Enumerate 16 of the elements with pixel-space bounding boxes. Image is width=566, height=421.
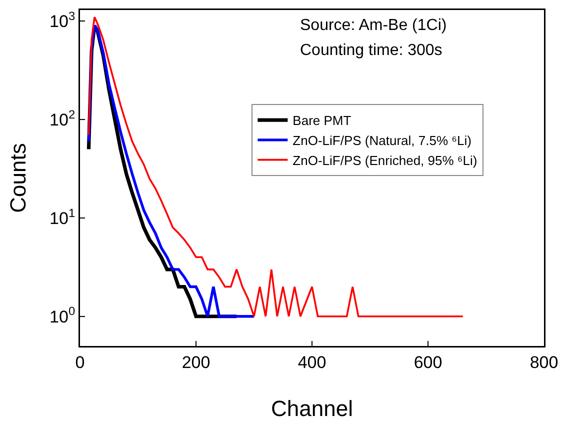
x-tick-label: 0 <box>75 352 85 372</box>
x-tick-label: 400 <box>298 352 326 372</box>
y-axis-title: Counts <box>6 143 30 213</box>
annotation: Counting time: 300s <box>300 42 442 59</box>
annotation: Source: Am-Be (1Ci) <box>300 17 447 34</box>
x-axis-title: Channel <box>271 396 353 421</box>
y-tick-label: 10$^{1}$ <box>50 206 76 228</box>
y-tick-label: 10$^{2}$ <box>50 107 76 130</box>
legend-label: ZnO-LiF/PS (Natural, 7.5% ⁶Li) <box>292 133 472 148</box>
x-tick-label: 200 <box>182 352 210 372</box>
y-tick-label: 10$^{0}$ <box>50 304 76 326</box>
legend-label: ZnO-LiF/PS (Enriched, 95% ⁶Li) <box>292 152 478 168</box>
x-tick-label: 600 <box>414 352 442 372</box>
x-tick-label: 800 <box>530 352 558 372</box>
legend-label: Bare PMT <box>292 113 352 128</box>
y-tick-label: 10$^{3}$ <box>50 9 76 32</box>
